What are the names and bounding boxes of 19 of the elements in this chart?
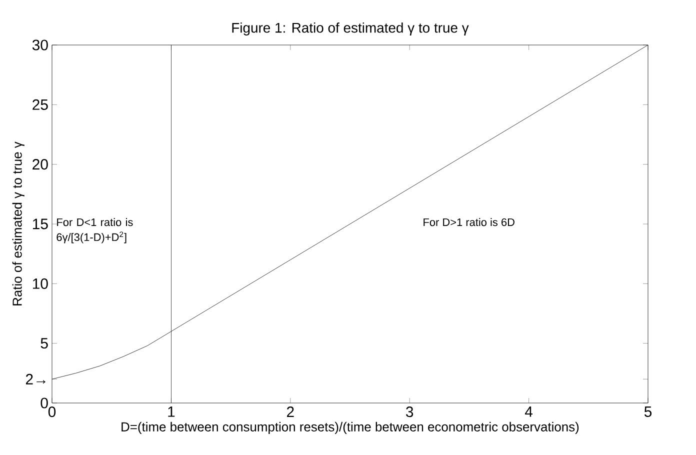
x-tick-label: 3 <box>406 406 414 418</box>
annotation: For D>1 ratio is 6D <box>424 218 514 226</box>
x-tick-label: 2 <box>286 406 294 417</box>
x-tick-label: 5 <box>644 406 652 417</box>
y-tick-label: 0 <box>40 398 48 408</box>
y-tick-label: 10 <box>33 278 48 289</box>
x-axis-title: D=(time between consumption resets)/(time between econometric observations) <box>122 422 579 434</box>
y-axis-title: Ratio of estimated γ to true γ <box>12 142 24 306</box>
y-tick-label: 5 <box>40 338 48 349</box>
x-tick-label: 4 <box>524 406 533 417</box>
y-tick-label: 25 <box>32 99 48 110</box>
chart-title: Figure 1: Ratio of estimated γ to true γ <box>232 22 469 36</box>
y-tick-label: 30 <box>32 40 48 50</box>
y-tick-label: 20 <box>32 159 48 170</box>
x-tick-label: 1 <box>168 406 175 417</box>
annotation: For D<1 ratio is 6γ/[3(1-D)+D$^{2}$] <box>56 218 133 244</box>
y-tick-label: 2→ <box>26 374 46 384</box>
y-tick-label: 15 <box>33 218 48 230</box>
x-tick-label: 0 <box>48 406 56 418</box>
